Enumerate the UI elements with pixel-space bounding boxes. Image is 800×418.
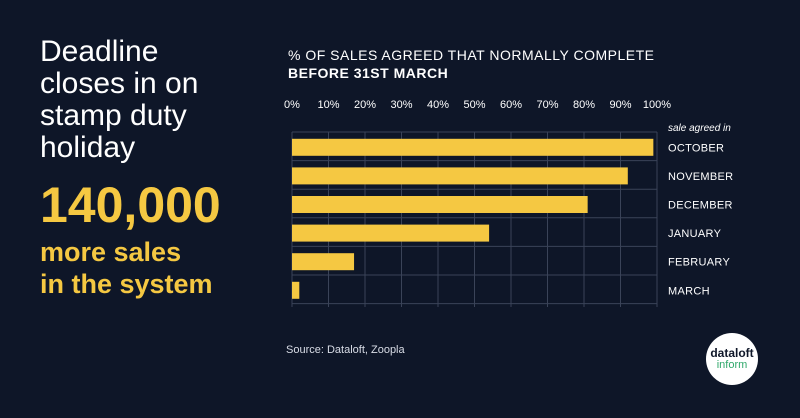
logo-text-line1: dataloft [710, 346, 754, 360]
chart-title-line2: BEFORE 31ST MARCH [288, 65, 449, 81]
bar [292, 253, 355, 271]
bar [292, 138, 654, 156]
chart-title: % OF SALES AGREED THAT NORMALLY COMPLETE… [288, 46, 654, 82]
x-tick-label: 60% [500, 99, 522, 111]
x-tick-label: 100% [643, 99, 671, 111]
bar [292, 224, 490, 242]
headline-line: stamp duty [40, 99, 187, 132]
headline: Deadline closes in on stamp duty holiday [40, 36, 240, 164]
subheadline: more sales in the system [40, 236, 213, 300]
bar [292, 196, 588, 213]
bar [292, 167, 628, 185]
logo-text-line2: inform [716, 359, 748, 371]
x-tick-label: 40% [427, 99, 449, 111]
x-tick-label: 50% [463, 99, 485, 111]
x-tick-label: 90% [609, 99, 631, 111]
x-tick-label: 20% [354, 99, 376, 111]
big-number: 140,000 [40, 177, 221, 233]
subheadline-line: more sales [40, 237, 182, 267]
category-label: DECEMBER [668, 200, 733, 212]
category-axis-label: sale agreed in [668, 123, 731, 134]
dataloft-logo: dataloft inform [706, 333, 758, 385]
source-note: Source: Dataloft, Zoopla [286, 344, 405, 356]
x-tick-label: 80% [573, 99, 595, 111]
bar [292, 281, 300, 299]
category-label: JANUARY [668, 228, 722, 240]
category-label: FEBRUARY [668, 257, 730, 269]
x-tick-label: 70% [536, 99, 558, 111]
x-tick-label: 0% [284, 99, 300, 111]
headline-line: closes in on [40, 67, 199, 100]
category-label: OCTOBER [668, 142, 724, 154]
headline-line: holiday [40, 131, 136, 164]
category-label: MARCH [668, 285, 710, 297]
x-tick-label: 30% [390, 99, 412, 111]
category-label: NOVEMBER [668, 171, 733, 183]
headline-line: Deadline [40, 35, 159, 68]
subheadline-line: in the system [40, 269, 213, 299]
chart-title-line1: % OF SALES AGREED THAT NORMALLY COMPLETE [288, 47, 655, 63]
x-tick-label: 10% [317, 99, 339, 111]
